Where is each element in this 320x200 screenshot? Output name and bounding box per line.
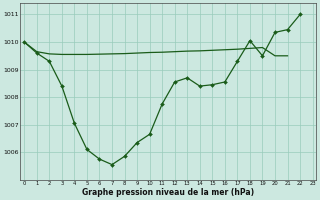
X-axis label: Graphe pression niveau de la mer (hPa): Graphe pression niveau de la mer (hPa) [82,188,254,197]
